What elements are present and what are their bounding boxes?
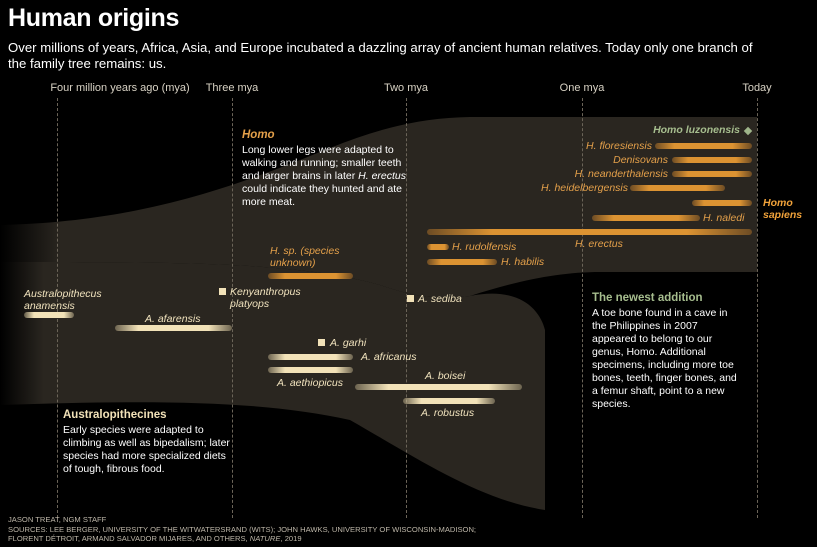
bar-erectus: [427, 229, 752, 235]
marker-kenyanthropus: [219, 288, 226, 295]
note-newest-addition: The newest addition A toe bone found in …: [592, 292, 742, 411]
label-neanderthalensis: H. neanderthalensis: [574, 168, 668, 180]
tick-label: One mya: [559, 82, 605, 94]
bar-floresiensis: [655, 143, 752, 149]
marker-garhi: [318, 339, 325, 346]
page-title: Human origins: [8, 4, 180, 32]
note-homo-body-end: could indicate they hunted and ate more …: [242, 183, 402, 208]
tick-label: Today: [742, 82, 772, 94]
tick-label: Two mya: [383, 82, 429, 94]
label-aethiopicus: A. aethiopicus: [277, 377, 343, 389]
bar-sapiens: [692, 200, 752, 206]
label-africanus: A. africanus: [361, 351, 417, 363]
note-homo: Homo Long lower legs were adapted to wal…: [242, 129, 412, 209]
gridline: [406, 98, 407, 518]
tick-label: Four million years ago (mya): [50, 82, 190, 94]
label-homo-sp: H. sp. (species unknown): [270, 245, 340, 269]
label-habilis: H. habilis: [501, 256, 545, 268]
credit-sources-cont: FLORENT DÉTROIT, ARMAND SALVADOR MIJARES…: [8, 534, 302, 544]
bar-africanus: [268, 354, 353, 360]
label-sediba: A. sediba: [418, 293, 462, 305]
label-afarensis: A. afarensis: [145, 313, 201, 325]
credit-author: JASON TREAT, NGM STAFF: [8, 515, 107, 524]
bar-afarensis: [115, 325, 232, 331]
gridline: [232, 98, 233, 518]
bar-homo-sp: [268, 273, 353, 279]
bar-heidelbergensis: [630, 185, 725, 191]
note-homo-emphasis: H. erectus: [358, 170, 407, 182]
bar-boisei: [355, 384, 522, 390]
note-homo-body: Long lower legs were adapted to walking …: [242, 144, 402, 182]
bar-naledi: [592, 215, 700, 221]
label-boisei: A. boisei: [425, 370, 466, 382]
bar-aethiopicus: [268, 367, 353, 373]
gridline: [57, 98, 58, 518]
label-robustus: A. robustus: [421, 407, 475, 419]
note-homo-heading: Homo: [242, 129, 275, 141]
bar-neanderthalensis: [672, 171, 752, 177]
label-denisovans: Denisovans: [613, 154, 668, 166]
credit-sources: SOURCES: LEE BERGER, UNIVERSITY OF THE W…: [8, 524, 477, 534]
label-garhi: A. garhi: [330, 337, 367, 349]
label-sapiens: Homo sapiens: [763, 197, 803, 221]
bar-habilis: [427, 259, 497, 265]
label-erectus: H. erectus: [575, 238, 623, 250]
label-rudolfensis: H. rudolfensis: [452, 241, 517, 253]
note-australopithecines: Australopithecines Early species were ad…: [63, 409, 233, 476]
tick-label: Three mya: [205, 82, 259, 94]
australopithecine-band: [0, 262, 545, 510]
note-australopithecines-heading: Australopithecines: [63, 409, 167, 421]
label-anamensis: Australopithecus anamensis: [24, 288, 102, 312]
gridline: [582, 98, 583, 518]
label-floresiensis: H. floresiensis: [586, 140, 652, 152]
bar-rudolfensis: [427, 244, 449, 250]
marker-sediba: [407, 295, 414, 302]
bar-robustus: [403, 398, 495, 404]
label-heidelbergensis: H. heidelbergensis: [541, 182, 628, 194]
label-luzonensis: Homo luzonensis: [653, 124, 740, 136]
gridline: [757, 98, 758, 518]
homo-band: [0, 117, 757, 298]
credits: JASON TREAT, NGM STAFF SOURCES: LEE BERG…: [8, 515, 808, 544]
note-australopithecines-body: Early species were adapted to climbing a…: [63, 424, 230, 475]
note-newest-body: A toe bone found in a cave in the Philip…: [592, 307, 737, 410]
label-naledi: H. naledi: [703, 212, 745, 224]
bar-anamensis: [24, 312, 74, 318]
page-subtitle: Over millions of years, Africa, Asia, an…: [8, 40, 753, 71]
label-kenyanthropus: Kenyanthropus platyops: [230, 286, 301, 310]
note-newest-heading: The newest addition: [592, 292, 703, 304]
bar-denisovans: [672, 157, 752, 163]
